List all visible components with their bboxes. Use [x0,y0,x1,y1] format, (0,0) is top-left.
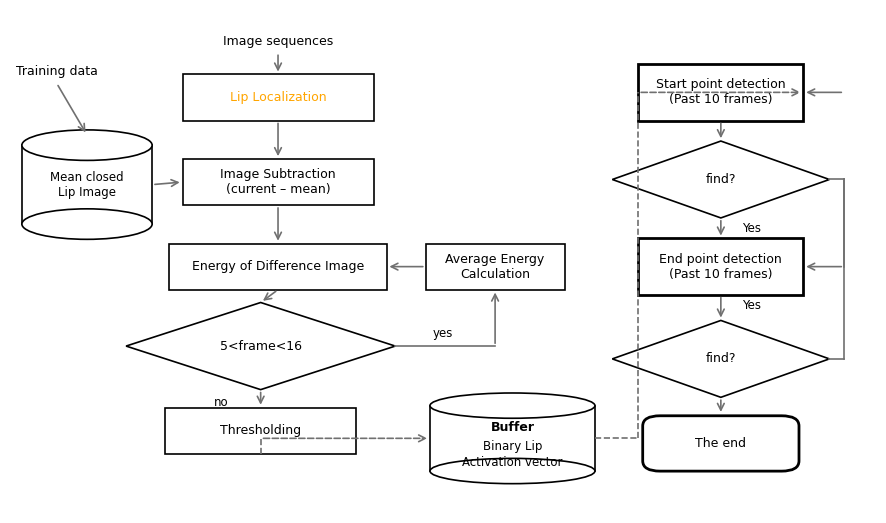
FancyBboxPatch shape [165,407,356,453]
FancyBboxPatch shape [183,159,374,205]
Text: Activation vector: Activation vector [462,457,563,470]
Bar [430,406,595,471]
Text: Training data: Training data [16,65,97,78]
Text: Mean closed
Lip Image: Mean closed Lip Image [51,170,124,199]
Text: 5<frame<16: 5<frame<16 [220,339,301,353]
Text: Start point detection
(Past 10 frames): Start point detection (Past 10 frames) [656,78,786,106]
Text: yes: yes [433,327,453,340]
FancyBboxPatch shape [425,244,564,290]
Text: Image sequences: Image sequences [223,35,333,48]
Text: Binary Lip: Binary Lip [483,439,542,452]
Text: End point detection
(Past 10 frames): End point detection (Past 10 frames) [659,253,782,281]
Ellipse shape [22,209,152,240]
Text: Lip Localization: Lip Localization [229,91,326,104]
FancyBboxPatch shape [642,416,799,471]
Text: no: no [214,396,229,409]
Ellipse shape [430,393,595,418]
Polygon shape [612,141,829,218]
Text: Yes: Yes [742,299,761,312]
FancyBboxPatch shape [169,244,386,290]
Text: Thresholding: Thresholding [220,424,301,437]
Bar [22,145,152,224]
FancyBboxPatch shape [183,74,374,121]
FancyBboxPatch shape [638,238,804,295]
Text: Average Energy
Calculation: Average Energy Calculation [446,253,545,281]
Polygon shape [126,302,395,390]
Ellipse shape [430,458,595,484]
Text: find?: find? [705,353,736,366]
Polygon shape [612,321,829,397]
Text: Yes: Yes [742,222,761,235]
FancyBboxPatch shape [638,64,804,121]
Text: Image Subtraction
(current – mean): Image Subtraction (current – mean) [221,168,336,196]
Text: Buffer: Buffer [491,420,534,434]
Text: The end: The end [696,437,746,450]
Ellipse shape [22,130,152,161]
Text: Energy of Difference Image: Energy of Difference Image [192,260,364,273]
Text: find?: find? [705,173,736,186]
